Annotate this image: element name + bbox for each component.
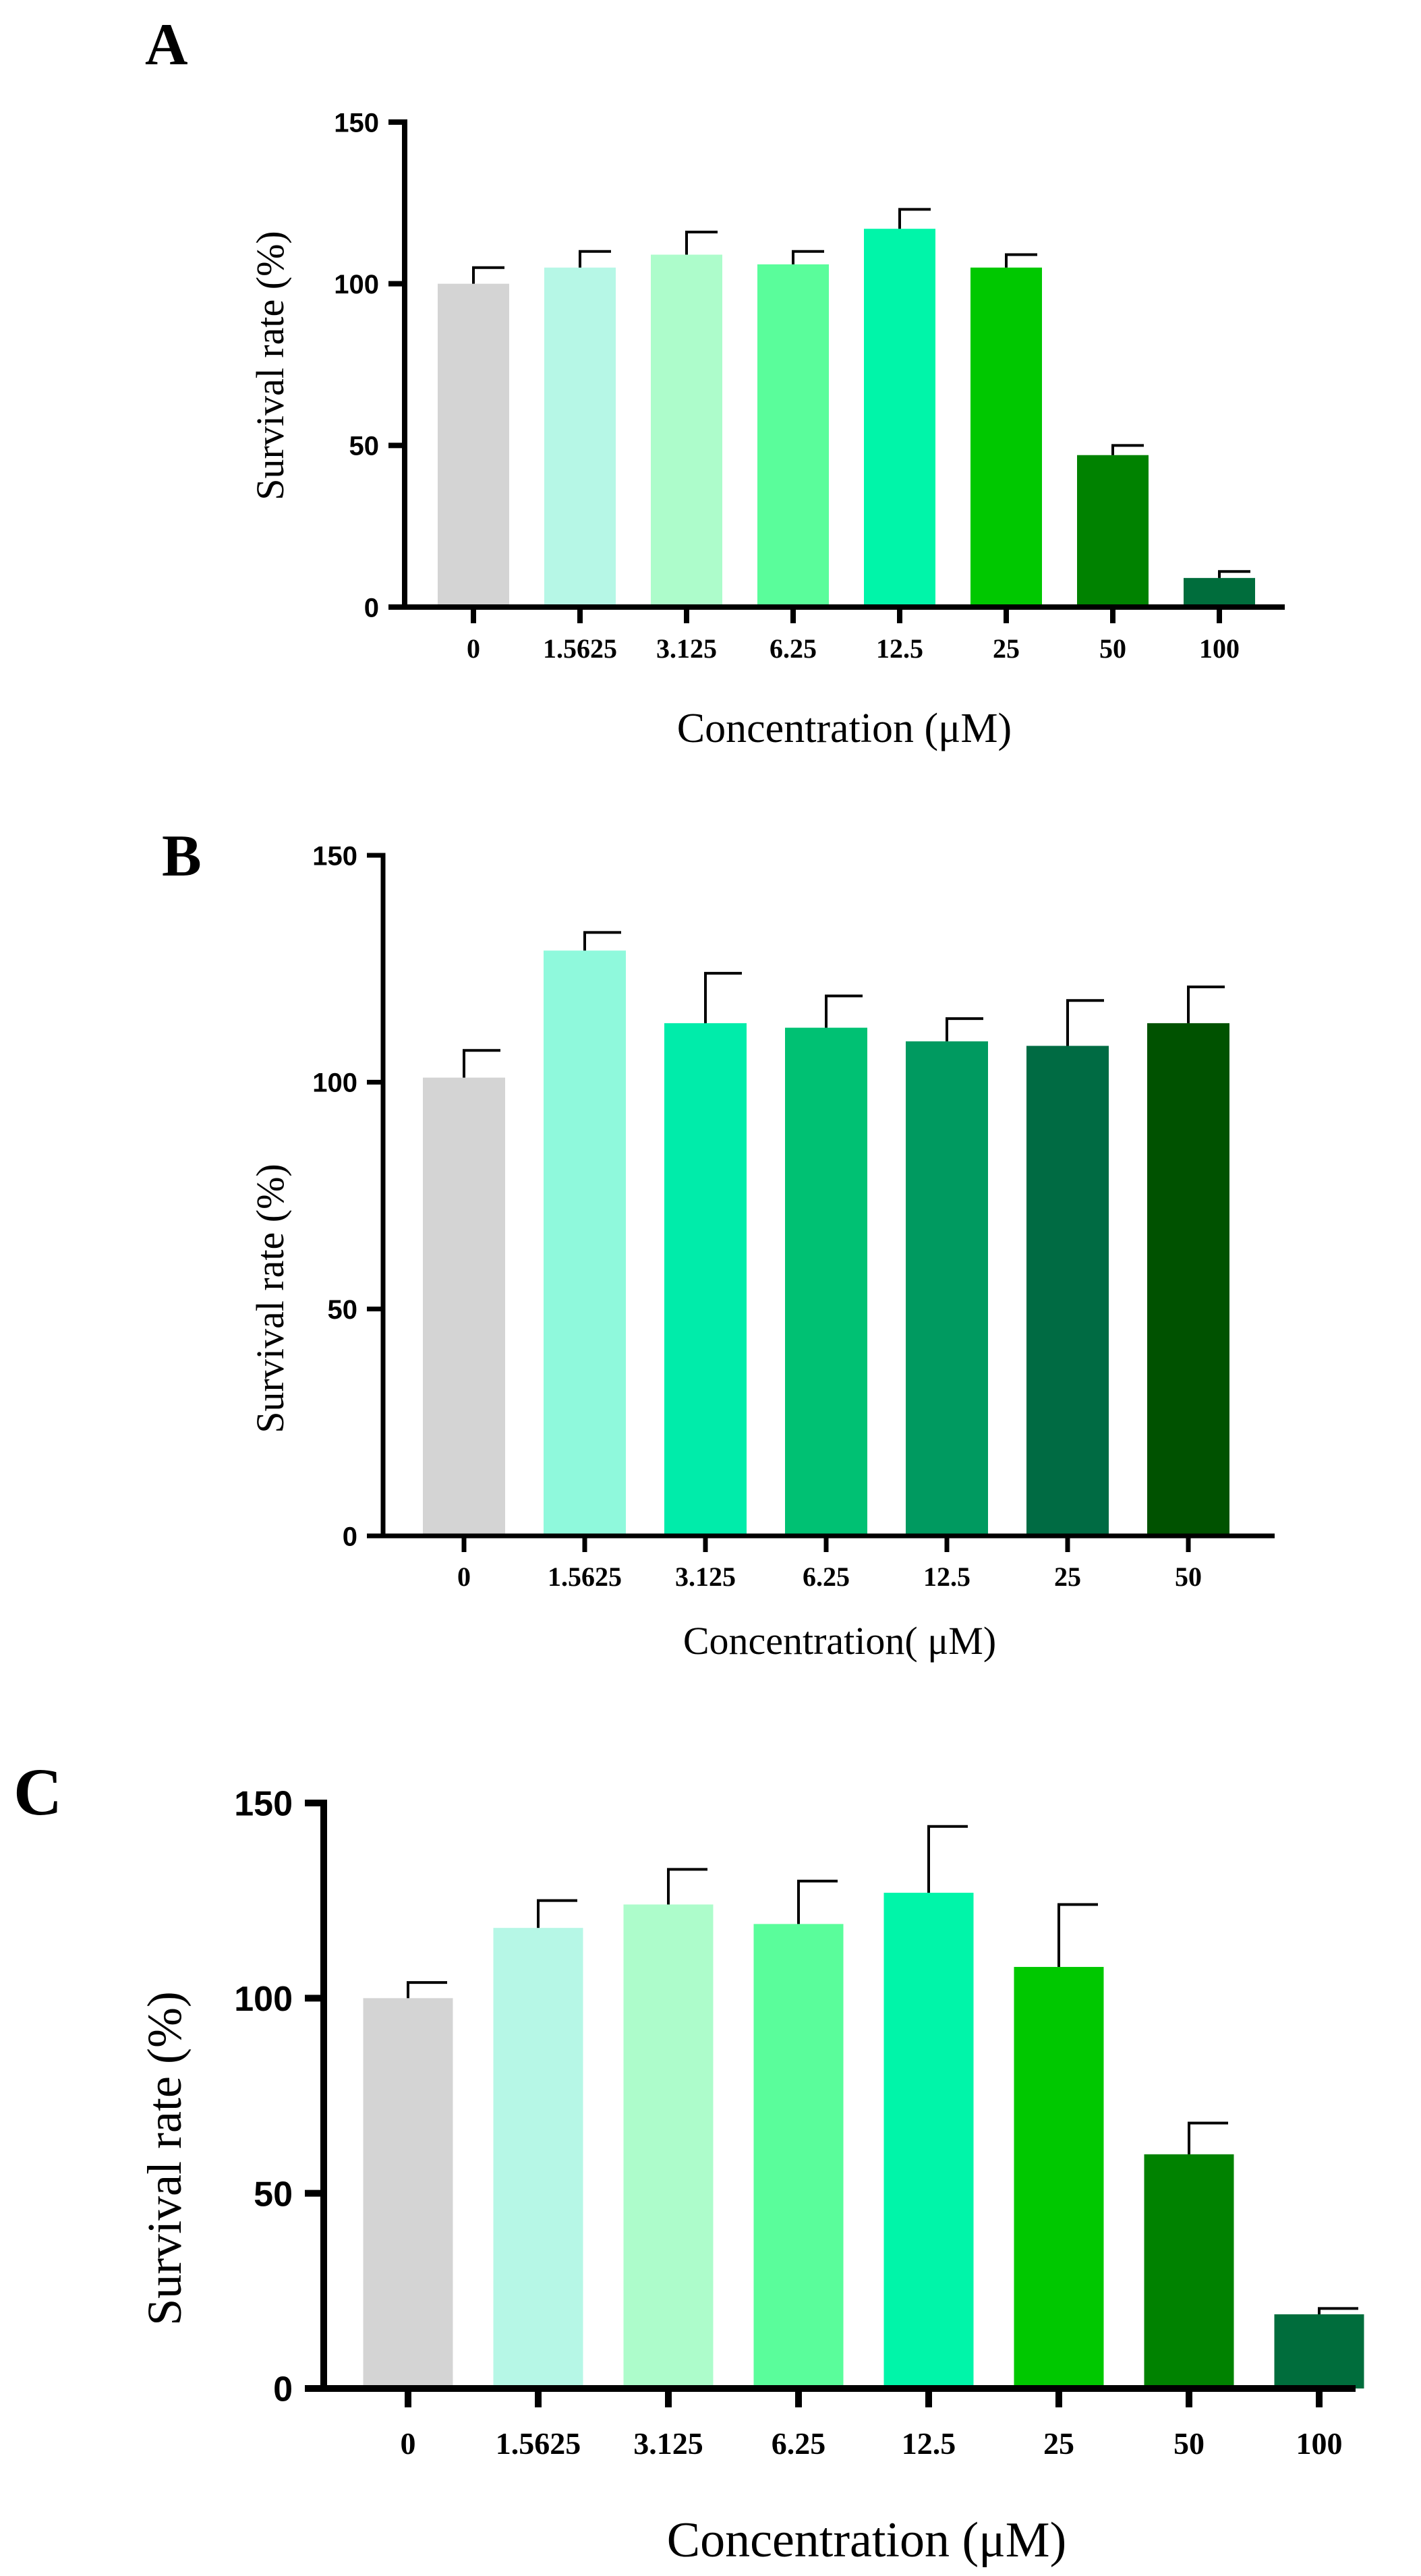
panel-a-plot: 0 50 100 150 0 1.5625 3.125 6.25 12.5 25 50 100 [334, 108, 1285, 664]
panel-a: A Survival rate (%) Concentration (μM) 0… [145, 12, 1285, 751]
panel-b-category-label-4: 12.5 [923, 1562, 970, 1592]
panel-b-bar-3 [785, 1027, 867, 1536]
panel-a-bar-3 [757, 264, 829, 607]
panel-c-y-axis-label: Survival rate (%) [138, 1991, 192, 2326]
panel-b-bar-1 [544, 950, 626, 1536]
panel-b-category-label-6: 50 [1175, 1562, 1202, 1592]
panel-a-y-axis-label: Survival rate (%) [248, 231, 292, 500]
panel-b-y-axis-label: Survival rate (%) [248, 1164, 292, 1433]
panel-b-y-tick-label-3: 150 [312, 841, 357, 871]
panel-c-category-label-4: 12.5 [902, 2426, 956, 2461]
panel-c-bar-1 [493, 1928, 583, 2388]
panel-c-bar-6 [1144, 2154, 1234, 2388]
panel-c-category-label-7: 100 [1296, 2426, 1343, 2461]
panel-b-plot: 0 50 100 150 0 1.5625 3.125 6.25 12.5 25 50 [312, 841, 1275, 1592]
panel-a-bar-7 [1184, 577, 1255, 607]
panel-a-bar-4 [864, 229, 935, 607]
panel-c-category-label-3: 6.25 [772, 2426, 826, 2461]
panel-b-bar-2 [664, 1023, 747, 1536]
panel-b-category-label-5: 25 [1054, 1562, 1081, 1592]
panel-a-category-label-7: 100 [1199, 633, 1240, 664]
panel-b-bar-5 [1026, 1046, 1109, 1536]
panel-b-bar-0 [423, 1077, 505, 1536]
panel-a-x-axis-label: Concentration (μM) [677, 706, 1012, 751]
panel-c-category-label-2: 3.125 [633, 2426, 703, 2461]
panel-c-bar-4 [883, 1893, 974, 2388]
panel-c-label: C [13, 1754, 62, 1829]
panel-b-bar-6 [1147, 1023, 1229, 1536]
panel-c-category-label-5: 25 [1043, 2426, 1074, 2461]
panel-a-category-label-6: 50 [1099, 633, 1126, 664]
panel-b-category-label-0: 0 [457, 1562, 471, 1592]
panel-c-bar-5 [1014, 1967, 1104, 2388]
panel-b-category-label-1: 1.5625 [548, 1562, 622, 1592]
panel-a-y-tick-label-0: 0 [364, 593, 379, 623]
panel-c: C Survival rate (%) Concentration (μM) 0… [13, 1754, 1364, 2568]
panel-a-y-tick-label-3: 150 [334, 108, 379, 138]
panel-a-category-label-2: 3.125 [656, 633, 717, 664]
panel-c-y-tick-label-0: 0 [273, 2370, 293, 2409]
panel-b-label: B [162, 824, 202, 889]
panel-c-bar-2 [623, 1904, 714, 2388]
panel-c-bar-0 [363, 1998, 453, 2388]
panel-b-category-label-2: 3.125 [675, 1562, 736, 1592]
panel-a-bar-1 [544, 267, 616, 607]
panel-c-bar-3 [753, 1924, 844, 2388]
panel-a-bar-0 [438, 283, 509, 607]
panel-c-y-tick-label-1: 50 [254, 2175, 293, 2214]
panel-a-category-label-5: 25 [993, 633, 1020, 664]
panel-c-bar-7 [1274, 2314, 1364, 2388]
panel-a-y-tick-label-1: 50 [349, 432, 380, 461]
panel-c-plot: 0 50 100 150 0 1.5625 3.125 6.25 12.5 25 50 100 [234, 1785, 1364, 2461]
panel-b: B Survival rate (%) Concentration( μM) 0… [162, 824, 1275, 1663]
panel-a-category-label-4: 12.5 [876, 633, 923, 664]
panel-c-category-label-0: 0 [401, 2426, 416, 2461]
panel-b-bar-4 [906, 1041, 988, 1536]
panel-a-y-tick-label-2: 100 [334, 270, 379, 299]
panel-c-category-label-6: 50 [1173, 2426, 1205, 2461]
panel-a-category-label-0: 0 [467, 633, 480, 664]
panel-a-label: A [145, 12, 188, 78]
panel-b-y-tick-label-0: 0 [343, 1522, 357, 1551]
panel-b-y-tick-label-1: 50 [328, 1295, 358, 1325]
panel-b-category-label-3: 6.25 [803, 1562, 850, 1592]
panel-b-x-axis-label: Concentration( μM) [683, 1619, 996, 1663]
panel-c-x-axis-label: Concentration (μM) [667, 2513, 1066, 2568]
panel-c-category-label-1: 1.5625 [496, 2426, 581, 2461]
panel-a-bar-6 [1077, 455, 1149, 607]
panel-c-y-tick-label-2: 100 [234, 1980, 293, 2019]
panel-b-y-tick-label-2: 100 [312, 1068, 357, 1098]
panel-a-category-label-3: 6.25 [770, 633, 817, 664]
panel-a-category-label-1: 1.5625 [543, 633, 617, 664]
panel-a-bar-5 [970, 267, 1042, 607]
panel-a-bar-2 [651, 254, 722, 607]
panel-c-y-tick-label-3: 150 [234, 1785, 293, 1824]
